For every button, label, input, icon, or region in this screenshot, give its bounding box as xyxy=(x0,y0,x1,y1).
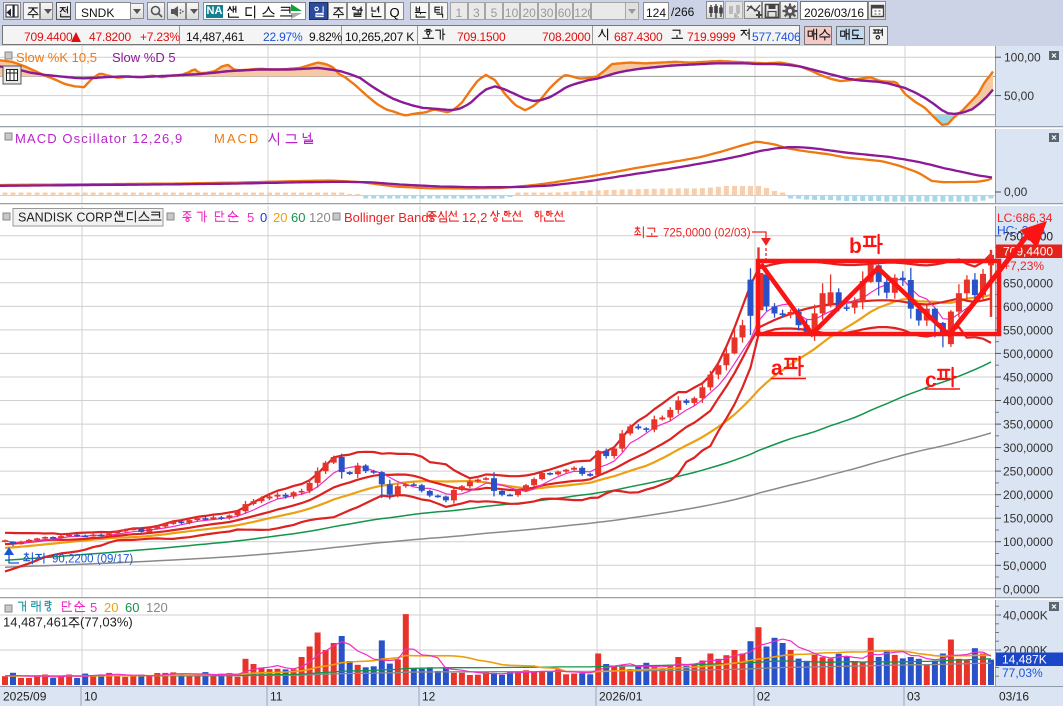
svg-text:500,0000: 500,0000 xyxy=(1003,347,1053,361)
svg-text:0,00: 0,00 xyxy=(1004,185,1028,199)
svg-text:0,0000: 0,0000 xyxy=(1003,582,1040,596)
svg-text:100,00: 100,00 xyxy=(1004,51,1041,65)
svg-text:0: 0 xyxy=(260,210,267,225)
svg-text:50,00: 50,00 xyxy=(1004,89,1034,103)
svg-text:120: 120 xyxy=(146,600,168,615)
svg-text:12,2: 12,2 xyxy=(462,210,487,225)
svg-text:MACD Oscillator 12,26,9: MACD Oscillator 12,26,9 xyxy=(15,131,183,146)
svg-text:10: 10 xyxy=(84,690,98,704)
svg-text:LC:686,34: LC:686,34 xyxy=(997,211,1053,225)
svg-text:200,0000: 200,0000 xyxy=(1003,488,1053,502)
svg-text:b: b xyxy=(849,235,862,258)
svg-text:20: 20 xyxy=(104,600,118,615)
svg-text:14,487K: 14,487K xyxy=(1002,653,1047,667)
svg-text:60: 60 xyxy=(291,210,305,225)
svg-text:650,0000: 650,0000 xyxy=(1003,276,1053,290)
svg-text:5: 5 xyxy=(247,210,254,225)
svg-text:90,2200 (09/17): 90,2200 (09/17) xyxy=(52,554,133,566)
svg-text:(77,03%): (77,03%) xyxy=(80,615,133,630)
svg-text:450,0000: 450,0000 xyxy=(1003,371,1053,385)
svg-text:300,0000: 300,0000 xyxy=(1003,441,1053,455)
svg-text:2025/09: 2025/09 xyxy=(3,690,47,704)
svg-text:100,0000: 100,0000 xyxy=(1003,535,1053,549)
svg-text:400,0000: 400,0000 xyxy=(1003,394,1053,408)
svg-text:120: 120 xyxy=(309,210,331,225)
svg-text:12: 12 xyxy=(422,690,436,704)
svg-text:03/16: 03/16 xyxy=(999,690,1029,704)
svg-text:11: 11 xyxy=(270,690,283,704)
svg-text:350,0000: 350,0000 xyxy=(1003,418,1053,432)
svg-text:5: 5 xyxy=(90,600,97,615)
svg-text:60: 60 xyxy=(125,600,139,615)
svg-text:550,0000: 550,0000 xyxy=(1003,323,1053,337)
svg-text:14,487,461: 14,487,461 xyxy=(3,615,68,630)
svg-text:2026/01: 2026/01 xyxy=(599,690,643,704)
svg-text:MACD: MACD xyxy=(214,131,260,146)
svg-text:c: c xyxy=(925,369,937,392)
svg-text:150,0000: 150,0000 xyxy=(1003,512,1053,526)
svg-text:600,0000: 600,0000 xyxy=(1003,300,1053,314)
svg-text:SANDISK CORP: SANDISK CORP xyxy=(18,211,112,225)
svg-text:03: 03 xyxy=(907,690,921,704)
svg-text:725,0000 (02/03): 725,0000 (02/03) xyxy=(663,228,751,240)
svg-text:Slow %D 5: Slow %D 5 xyxy=(112,50,176,65)
svg-text:02: 02 xyxy=(757,690,771,704)
svg-text:+7,23%: +7,23% xyxy=(1003,259,1044,273)
svg-text:50,0000: 50,0000 xyxy=(1003,559,1047,573)
svg-text:20: 20 xyxy=(273,210,287,225)
svg-text:40,000K: 40,000K xyxy=(1003,609,1048,623)
svg-text:a: a xyxy=(771,357,783,380)
svg-text:Slow %K 10,5: Slow %K 10,5 xyxy=(16,50,97,65)
svg-text:250,0000: 250,0000 xyxy=(1003,465,1053,479)
svg-text:Bollinger Bands: Bollinger Bands xyxy=(344,210,436,225)
svg-text:77,03%: 77,03% xyxy=(1002,666,1043,680)
